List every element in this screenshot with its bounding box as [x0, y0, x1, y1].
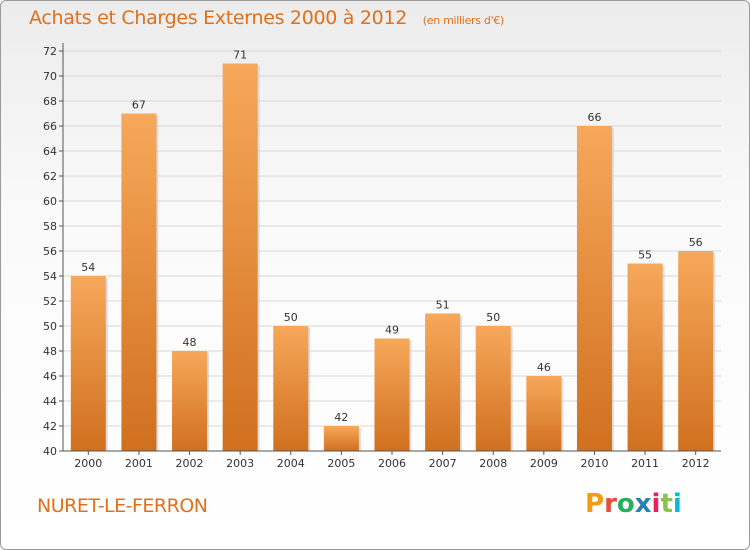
bar	[121, 113, 157, 451]
x-tick-label: 2003	[226, 457, 254, 470]
place-name: NURET-LE-FERRON	[37, 495, 208, 517]
bar-value-label: 71	[233, 49, 247, 62]
y-tick-label: 50	[43, 320, 57, 333]
y-tick-label: 42	[43, 420, 57, 433]
axis-layer: 40 42 44 46 48 50 52 54 56 58 60 62 64 66 68 70 72 2000 20…	[43, 43, 721, 470]
bar	[323, 426, 359, 451]
bar-value-label: 49	[385, 324, 399, 337]
y-tick-label: 44	[43, 395, 57, 408]
bar-value-label: 46	[537, 361, 551, 374]
logo-letter: P	[585, 489, 605, 519]
chart-title: Achats et Charges Externes 2000 à 2012 (…	[29, 7, 504, 29]
bar	[678, 251, 714, 451]
bar-value-label: 50	[486, 311, 500, 324]
bar-value-label: 56	[689, 236, 703, 249]
bar	[576, 126, 612, 451]
y-tick-label: 60	[43, 195, 57, 208]
bar	[222, 63, 258, 451]
chart-unit: (en milliers d'€)	[422, 14, 504, 27]
bar	[374, 338, 410, 451]
bar	[172, 351, 208, 451]
bar-value-label: 55	[638, 249, 652, 262]
y-tick-label: 40	[43, 445, 57, 458]
x-tick-label: 2004	[277, 457, 305, 470]
logo-letter: t	[660, 489, 673, 519]
x-tick-label: 2000	[74, 457, 102, 470]
bar	[70, 276, 106, 451]
bar-value-label: 51	[436, 299, 450, 312]
y-tick-label: 46	[43, 370, 57, 383]
x-tick-label: 2007	[429, 457, 457, 470]
bar-value-label: 54	[81, 261, 95, 274]
x-tick-label: 2001	[125, 457, 153, 470]
x-tick-label: 2011	[631, 457, 659, 470]
y-tick-label: 48	[43, 345, 57, 358]
x-tick-label: 2008	[479, 457, 507, 470]
bar	[627, 263, 663, 451]
y-tick-label: 56	[43, 245, 57, 258]
y-tick-label: 62	[43, 170, 57, 183]
y-tick-label: 68	[43, 95, 57, 108]
bar-value-label: 48	[183, 336, 197, 349]
chart-title-text: Achats et Charges Externes 2000 à 2012	[29, 7, 408, 29]
bar	[526, 376, 562, 451]
logo-letter: i	[672, 489, 682, 519]
bar-value-label: 50	[284, 311, 298, 324]
bar-value-label: 66	[587, 111, 601, 124]
bar	[273, 326, 309, 451]
y-tick-label: 58	[43, 220, 57, 233]
x-tick-label: 2005	[327, 457, 355, 470]
y-tick-label: 66	[43, 120, 57, 133]
bar-value-label: 42	[334, 411, 348, 424]
x-tick-label: 2002	[176, 457, 204, 470]
y-tick-label: 72	[43, 45, 57, 58]
y-tick-label: 70	[43, 70, 57, 83]
bar-value-label: 67	[132, 99, 146, 112]
x-tick-label: 2010	[580, 457, 608, 470]
logo-letter: i	[651, 489, 661, 519]
x-tick-label: 2009	[530, 457, 558, 470]
bar	[425, 313, 461, 451]
logo-letter: r	[604, 489, 617, 519]
x-tick-label: 2012	[682, 457, 710, 470]
logo-letter: o	[616, 489, 635, 519]
bar-layer: 54 67 48 71 50 42 49 51 50 46 66 55 56	[70, 49, 716, 451]
x-tick-label: 2006	[378, 457, 406, 470]
logo-letter: x	[634, 489, 652, 519]
proxiti-logo[interactable]: Proxiti	[585, 489, 682, 519]
y-tick-label: 64	[43, 145, 57, 158]
y-tick-label: 54	[43, 270, 57, 283]
bar	[475, 326, 511, 451]
y-tick-label: 52	[43, 295, 57, 308]
